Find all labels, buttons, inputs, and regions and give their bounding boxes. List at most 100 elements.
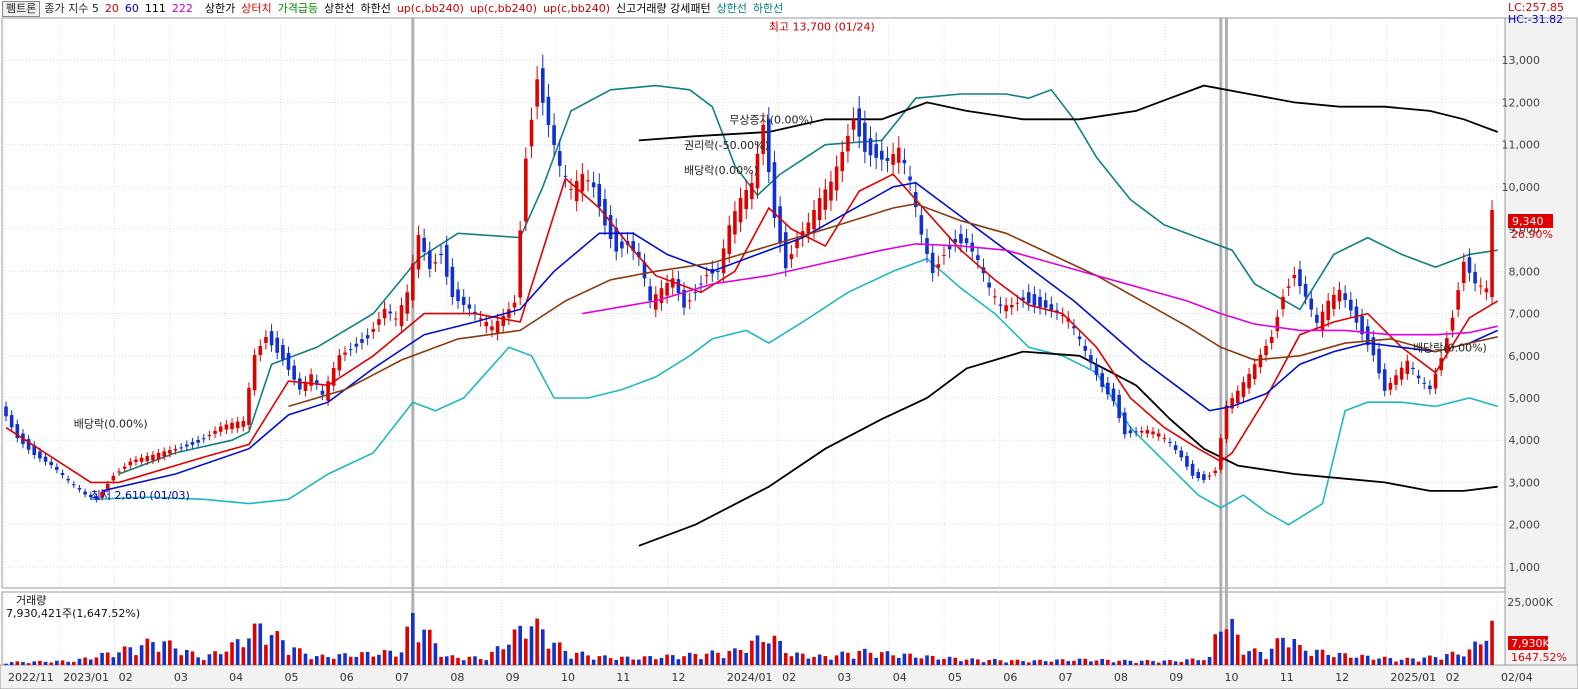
x-month-label: 11	[616, 671, 630, 684]
volume-bar	[738, 649, 743, 665]
candle-body	[1456, 290, 1460, 310]
candle-body	[518, 230, 522, 298]
volume-badge-pct: 1647.52%	[1511, 651, 1567, 664]
volume-bar	[1445, 654, 1449, 665]
candle-body	[546, 96, 551, 126]
volume-bar	[411, 613, 415, 665]
y-tick-label: 3,000	[1509, 476, 1541, 489]
volume-bar	[540, 629, 545, 665]
x-month-label: 03	[174, 671, 188, 684]
volume-bar	[529, 626, 534, 665]
volume-bar	[456, 657, 460, 665]
volume-bar	[382, 649, 387, 665]
candle-body	[139, 457, 144, 462]
candle-body	[1252, 364, 1257, 380]
candle-body	[365, 335, 370, 339]
stock-name-badge[interactable]: 펨트론	[2, 1, 41, 17]
volume-bar	[896, 657, 901, 665]
candle-body	[314, 380, 319, 385]
candle-body	[1467, 257, 1472, 273]
volume-bar	[1326, 654, 1330, 665]
volume-bar	[292, 647, 296, 665]
volume-bar	[1252, 648, 1257, 665]
candle-body	[495, 320, 500, 334]
volume-bar	[83, 657, 87, 665]
candle-body	[1478, 285, 1483, 287]
volume-bar	[1179, 661, 1184, 665]
volume-bar	[953, 657, 958, 665]
indicator-label: 신고거래량 강세패턴	[615, 2, 711, 15]
volume-bar	[1151, 661, 1155, 665]
volume-bar	[394, 656, 398, 665]
x-month-label: 02	[782, 671, 796, 684]
volume-bar	[1139, 660, 1144, 665]
candle-body	[670, 278, 675, 288]
candle-body	[744, 189, 748, 210]
candle-body	[1258, 354, 1263, 368]
volume-bar	[789, 656, 794, 665]
volume-bar	[608, 658, 613, 665]
candle-body	[213, 430, 217, 434]
candle-body	[343, 352, 347, 355]
volume-bar	[998, 660, 1003, 665]
volume-bar	[693, 653, 698, 665]
candle-body	[1445, 338, 1449, 353]
candle-body	[947, 244, 952, 250]
candle-body	[1337, 289, 1342, 302]
candle-body	[1275, 317, 1280, 332]
volume-bar	[201, 660, 206, 665]
volume-bar	[337, 654, 342, 665]
volume-bar	[908, 653, 912, 665]
y-tick-label: 1,000	[1509, 561, 1541, 574]
volume-bar	[507, 644, 511, 665]
volume-bar	[885, 651, 890, 665]
candle-body	[1377, 348, 1381, 374]
volume-bar	[1461, 656, 1466, 665]
volume-bar	[699, 659, 703, 665]
volume-bar	[750, 640, 754, 665]
candle-body	[105, 484, 110, 489]
candle-body	[382, 308, 387, 319]
volume-bar	[490, 651, 494, 665]
candle-body	[360, 339, 364, 343]
volume-bar	[1224, 629, 1229, 665]
x-month-label: 12	[1335, 671, 1349, 684]
volume-bar	[1411, 658, 1415, 665]
volume-bar	[733, 648, 737, 665]
candle-body	[134, 459, 138, 463]
chart-annotation: 배당락(0.00%)	[1413, 342, 1487, 355]
candle-body	[1230, 397, 1234, 409]
ma111-line	[288, 202, 1498, 408]
volume-bar	[552, 642, 556, 665]
x-month-label: 08	[450, 671, 464, 684]
x-month-label: 10	[1225, 671, 1239, 684]
volume-bar	[597, 656, 602, 665]
volume-badge: 7,930K	[1511, 637, 1550, 650]
candle-body	[405, 292, 409, 314]
candle-body	[1219, 438, 1223, 470]
candle-body	[281, 345, 285, 360]
candle-body	[1202, 474, 1206, 481]
volume-bar	[919, 658, 924, 665]
x-month-label: 12	[672, 671, 686, 684]
candle-body	[490, 326, 494, 331]
volume-bar	[1354, 657, 1359, 665]
volume-bar	[851, 658, 856, 665]
volume-bar	[631, 659, 635, 665]
volume-bar	[213, 651, 217, 665]
candle-body	[591, 182, 596, 188]
candle-body	[173, 448, 178, 451]
volume-bar	[653, 659, 658, 665]
candle-body	[1060, 315, 1065, 317]
volume-bar	[812, 656, 816, 665]
candle-body	[1196, 472, 1201, 479]
volume-bar	[365, 651, 370, 665]
volume-bar	[1343, 653, 1347, 665]
candle-body	[201, 438, 206, 440]
candle-body	[727, 225, 732, 255]
volume-bar	[269, 635, 274, 665]
volume-bar	[371, 656, 376, 665]
candle-body	[789, 254, 794, 260]
candle-body	[411, 263, 415, 301]
volume-bar	[569, 658, 573, 665]
